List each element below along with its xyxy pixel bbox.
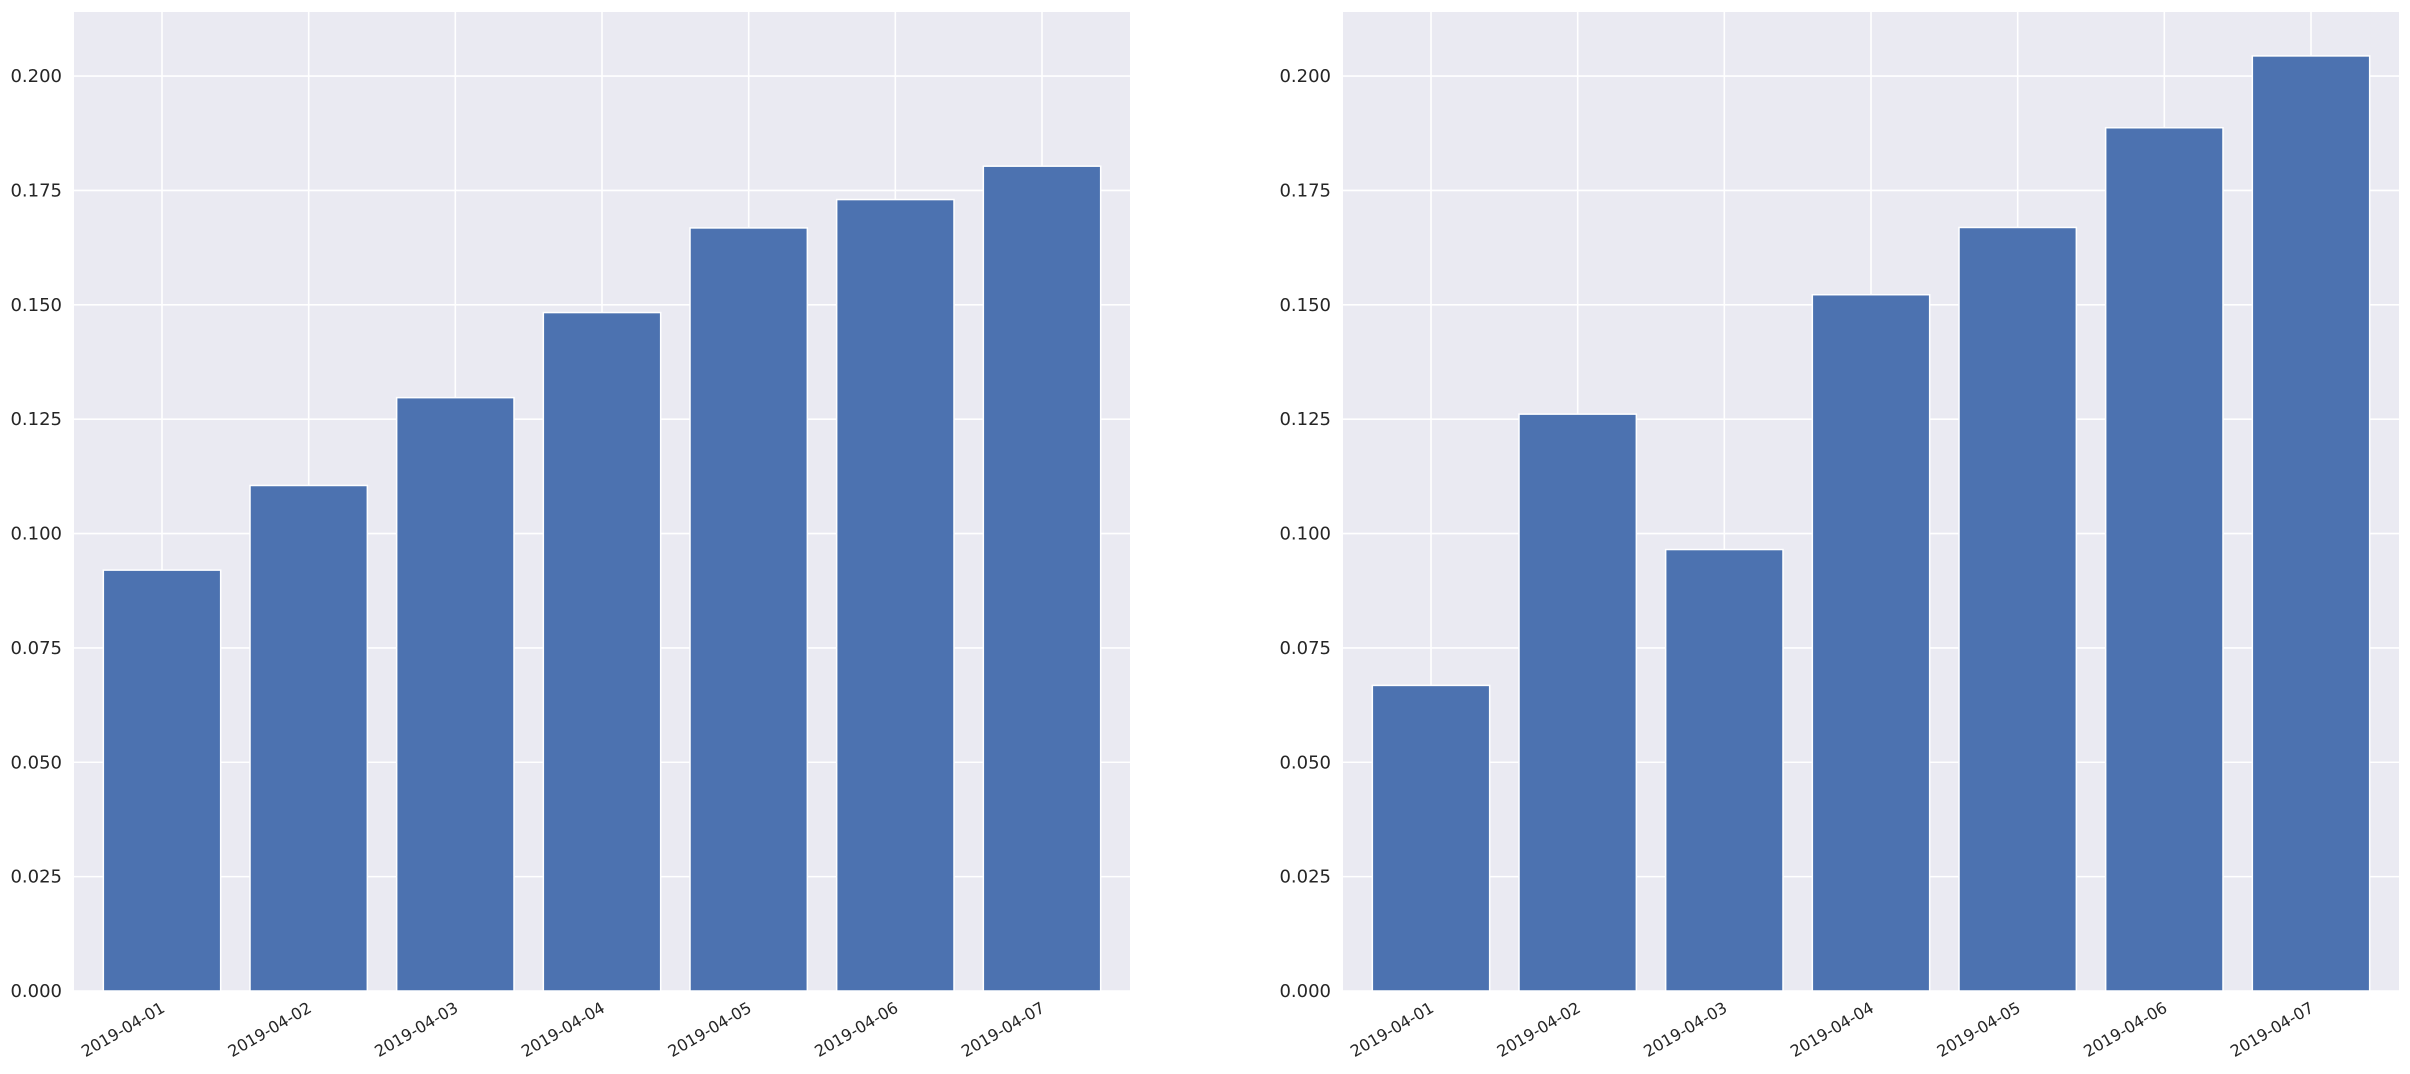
y-tick-label: 0.075: [10, 638, 62, 659]
bar-2019-04-06: [2104, 126, 2224, 992]
bar-2019-04-07: [2251, 55, 2371, 992]
bar-2019-04-02: [1518, 413, 1638, 992]
y-tick-label: 0.200: [1279, 66, 1331, 87]
x-tick-label: 2019-04-07: [2227, 998, 2317, 1061]
bar-2019-04-01: [1371, 684, 1491, 992]
bar-2019-04-04: [1811, 293, 1931, 992]
x-tick-label: 2019-04-02: [225, 998, 315, 1061]
y-tick-label: 0.100: [10, 524, 62, 545]
y-tick-label: 0.150: [10, 295, 62, 316]
bar-2019-04-01: [102, 569, 222, 992]
x-tick-label: 2019-04-07: [958, 998, 1048, 1061]
x-tick-label: 2019-04-03: [1640, 998, 1730, 1061]
y-tick-label: 0.175: [10, 180, 62, 201]
y-tick-label: 0.075: [1279, 638, 1331, 659]
x-tick-label: 2019-04-06: [2080, 998, 2170, 1061]
x-tick-label: 2019-04-02: [1494, 998, 1584, 1061]
x-tick-label: 2019-04-03: [371, 998, 461, 1061]
x-tick-label: 2019-04-01: [78, 998, 168, 1061]
bar-2019-04-05: [1958, 226, 2078, 992]
bar-2019-04-07: [982, 165, 1102, 992]
bar-2019-04-04: [542, 311, 662, 992]
y-tick-label: 0.000: [1279, 981, 1331, 1002]
bar-2019-04-03: [395, 396, 515, 992]
y-tick-label: 0.050: [10, 752, 62, 773]
bar-2019-04-03: [1664, 548, 1784, 992]
y-tick-label: 0.125: [10, 409, 62, 430]
x-tick-label: 2019-04-04: [518, 998, 608, 1061]
x-tick-label: 2019-04-04: [1787, 998, 1877, 1061]
bar-2019-04-02: [249, 484, 369, 992]
y-tick-label: 0.125: [1279, 409, 1331, 430]
bar-2019-04-06: [835, 198, 955, 992]
chart-panel-1: 0.000 0.025 0.050 0.075 0.100 0.125 0.150 0.175…: [10, 12, 1130, 1061]
x-tick-label: 2019-04-01: [1347, 998, 1437, 1061]
y-tick-label: 0.200: [10, 66, 62, 87]
y-tick-label: 0.175: [1279, 180, 1331, 201]
y-tick-label: 0.150: [1279, 295, 1331, 316]
x-tick-label: 2019-04-05: [1934, 998, 2024, 1061]
y-tick-label: 0.025: [1279, 867, 1331, 888]
y-tick-label: 0.050: [1279, 752, 1331, 773]
x-tick-label: 2019-04-06: [811, 998, 901, 1061]
y-tick-label: 0.100: [1279, 524, 1331, 545]
y-tick-label: 0.025: [10, 867, 62, 888]
x-tick-label: 2019-04-05: [665, 998, 755, 1061]
chart-panel-2: 0.000 0.025 0.050 0.075 0.100 0.125 0.150 0.175…: [1279, 12, 2399, 1061]
bar-2019-04-05: [689, 227, 809, 992]
y-tick-label: 0.000: [10, 981, 62, 1002]
